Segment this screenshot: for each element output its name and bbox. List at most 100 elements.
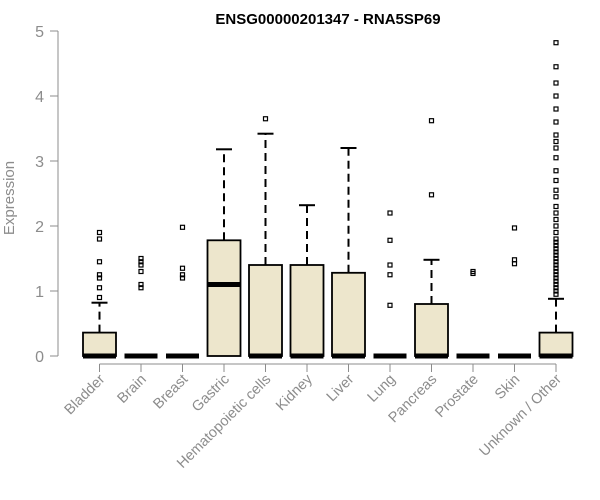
outlier-point bbox=[553, 262, 559, 268]
outlier-point bbox=[553, 252, 559, 258]
box-body bbox=[206, 239, 242, 357]
box-prostate bbox=[456, 268, 490, 359]
outlier-point bbox=[553, 155, 559, 161]
chart-title: ENSG00000201347 - RNA5SP69 bbox=[215, 11, 440, 28]
outlier-point bbox=[553, 246, 559, 252]
outlier-point bbox=[553, 236, 559, 242]
outlier-point bbox=[553, 106, 559, 112]
x-tick-label: Skin bbox=[492, 372, 523, 403]
box-lung bbox=[373, 210, 407, 359]
outlier-point bbox=[553, 259, 559, 265]
outlier-point bbox=[96, 285, 103, 291]
outlier-point bbox=[553, 255, 559, 262]
box-gastric bbox=[206, 148, 242, 357]
outlier-point bbox=[553, 187, 559, 193]
y-tick-label: 2 bbox=[35, 219, 44, 236]
box-body bbox=[414, 303, 449, 357]
x-tick-label: Bladder bbox=[62, 371, 109, 418]
outlier-point bbox=[553, 194, 559, 200]
y-tick-label: 0 bbox=[35, 349, 44, 366]
outlier-point bbox=[553, 138, 559, 145]
outlier-point bbox=[553, 177, 559, 184]
outlier-point bbox=[553, 132, 559, 138]
x-tick-label: Prostate bbox=[432, 372, 481, 421]
outlier-point bbox=[387, 237, 393, 243]
y-tick-label: 3 bbox=[35, 154, 44, 171]
outlier-point bbox=[511, 225, 518, 231]
x-tick-label: Kidney bbox=[273, 371, 316, 414]
outlier-point bbox=[553, 281, 559, 288]
outlier-point bbox=[553, 288, 559, 294]
outlier-point bbox=[553, 203, 559, 210]
outlier-point bbox=[387, 272, 393, 278]
outlier-point bbox=[553, 210, 559, 216]
outlier-point bbox=[553, 275, 559, 281]
outlier-point bbox=[262, 116, 269, 122]
x-tick-label: Brain bbox=[115, 372, 150, 407]
outlier-point bbox=[179, 265, 186, 271]
outlier-point bbox=[553, 119, 559, 125]
box-body bbox=[538, 331, 574, 357]
box-liver bbox=[331, 147, 366, 359]
box-breast bbox=[166, 224, 199, 359]
box-kidney bbox=[289, 204, 325, 359]
outlier-point bbox=[387, 262, 393, 268]
outlier-point bbox=[138, 285, 144, 291]
outlier-point bbox=[96, 229, 103, 236]
box-body bbox=[82, 331, 117, 357]
outlier-point bbox=[96, 275, 103, 281]
outlier-point bbox=[96, 236, 103, 242]
outlier-point bbox=[428, 118, 435, 124]
x-tick-label: Lung bbox=[365, 372, 399, 406]
box-hematopoietic-cells bbox=[248, 116, 283, 359]
y-axis: 0 1 2 3 4 5 bbox=[35, 24, 59, 366]
outlier-point bbox=[470, 268, 476, 275]
x-tick-label: Liver bbox=[324, 371, 358, 405]
outlier-point bbox=[387, 210, 393, 216]
outlier-point bbox=[138, 268, 144, 275]
outlier-point bbox=[553, 278, 559, 284]
box-body bbox=[331, 271, 366, 357]
outlier-point bbox=[553, 223, 559, 229]
box-pancreas bbox=[414, 118, 449, 359]
outlier-point bbox=[179, 275, 186, 281]
outlier-point bbox=[428, 192, 435, 198]
outlier-point bbox=[553, 80, 559, 86]
outlier-point bbox=[553, 216, 559, 223]
outlier-point bbox=[138, 255, 144, 262]
box-unknown-other bbox=[538, 40, 574, 359]
outlier-point bbox=[138, 262, 144, 268]
y-tick-label: 1 bbox=[35, 284, 44, 301]
box-body bbox=[248, 264, 283, 357]
box-body bbox=[289, 264, 325, 357]
y-axis-label: Expression bbox=[1, 161, 18, 235]
outlier-point bbox=[553, 229, 559, 236]
outlier-point bbox=[553, 145, 559, 151]
outlier-point bbox=[553, 64, 559, 70]
outlier-point bbox=[96, 259, 103, 265]
outlier-point bbox=[553, 40, 559, 46]
outlier-point bbox=[511, 257, 518, 263]
outlier-point bbox=[138, 281, 144, 288]
outlier-point bbox=[179, 272, 186, 278]
y-tick-label: 4 bbox=[35, 89, 44, 106]
outlier-point bbox=[387, 302, 393, 308]
outlier-point bbox=[138, 259, 144, 265]
outlier-point bbox=[553, 242, 559, 249]
outlier-point bbox=[96, 272, 103, 278]
x-tick-label: Breast bbox=[150, 372, 191, 413]
box-bladder bbox=[82, 229, 117, 359]
outlier-point bbox=[553, 239, 559, 245]
box-skin bbox=[498, 225, 531, 359]
outlier-point bbox=[553, 93, 559, 99]
outlier-point bbox=[553, 265, 559, 271]
outlier-point bbox=[553, 291, 559, 297]
outlier-point bbox=[553, 249, 559, 255]
box-series bbox=[82, 40, 574, 359]
outlier-point bbox=[553, 285, 559, 291]
outlier-point bbox=[96, 294, 103, 301]
outlier-point bbox=[179, 224, 186, 230]
outlier-point bbox=[553, 268, 559, 275]
